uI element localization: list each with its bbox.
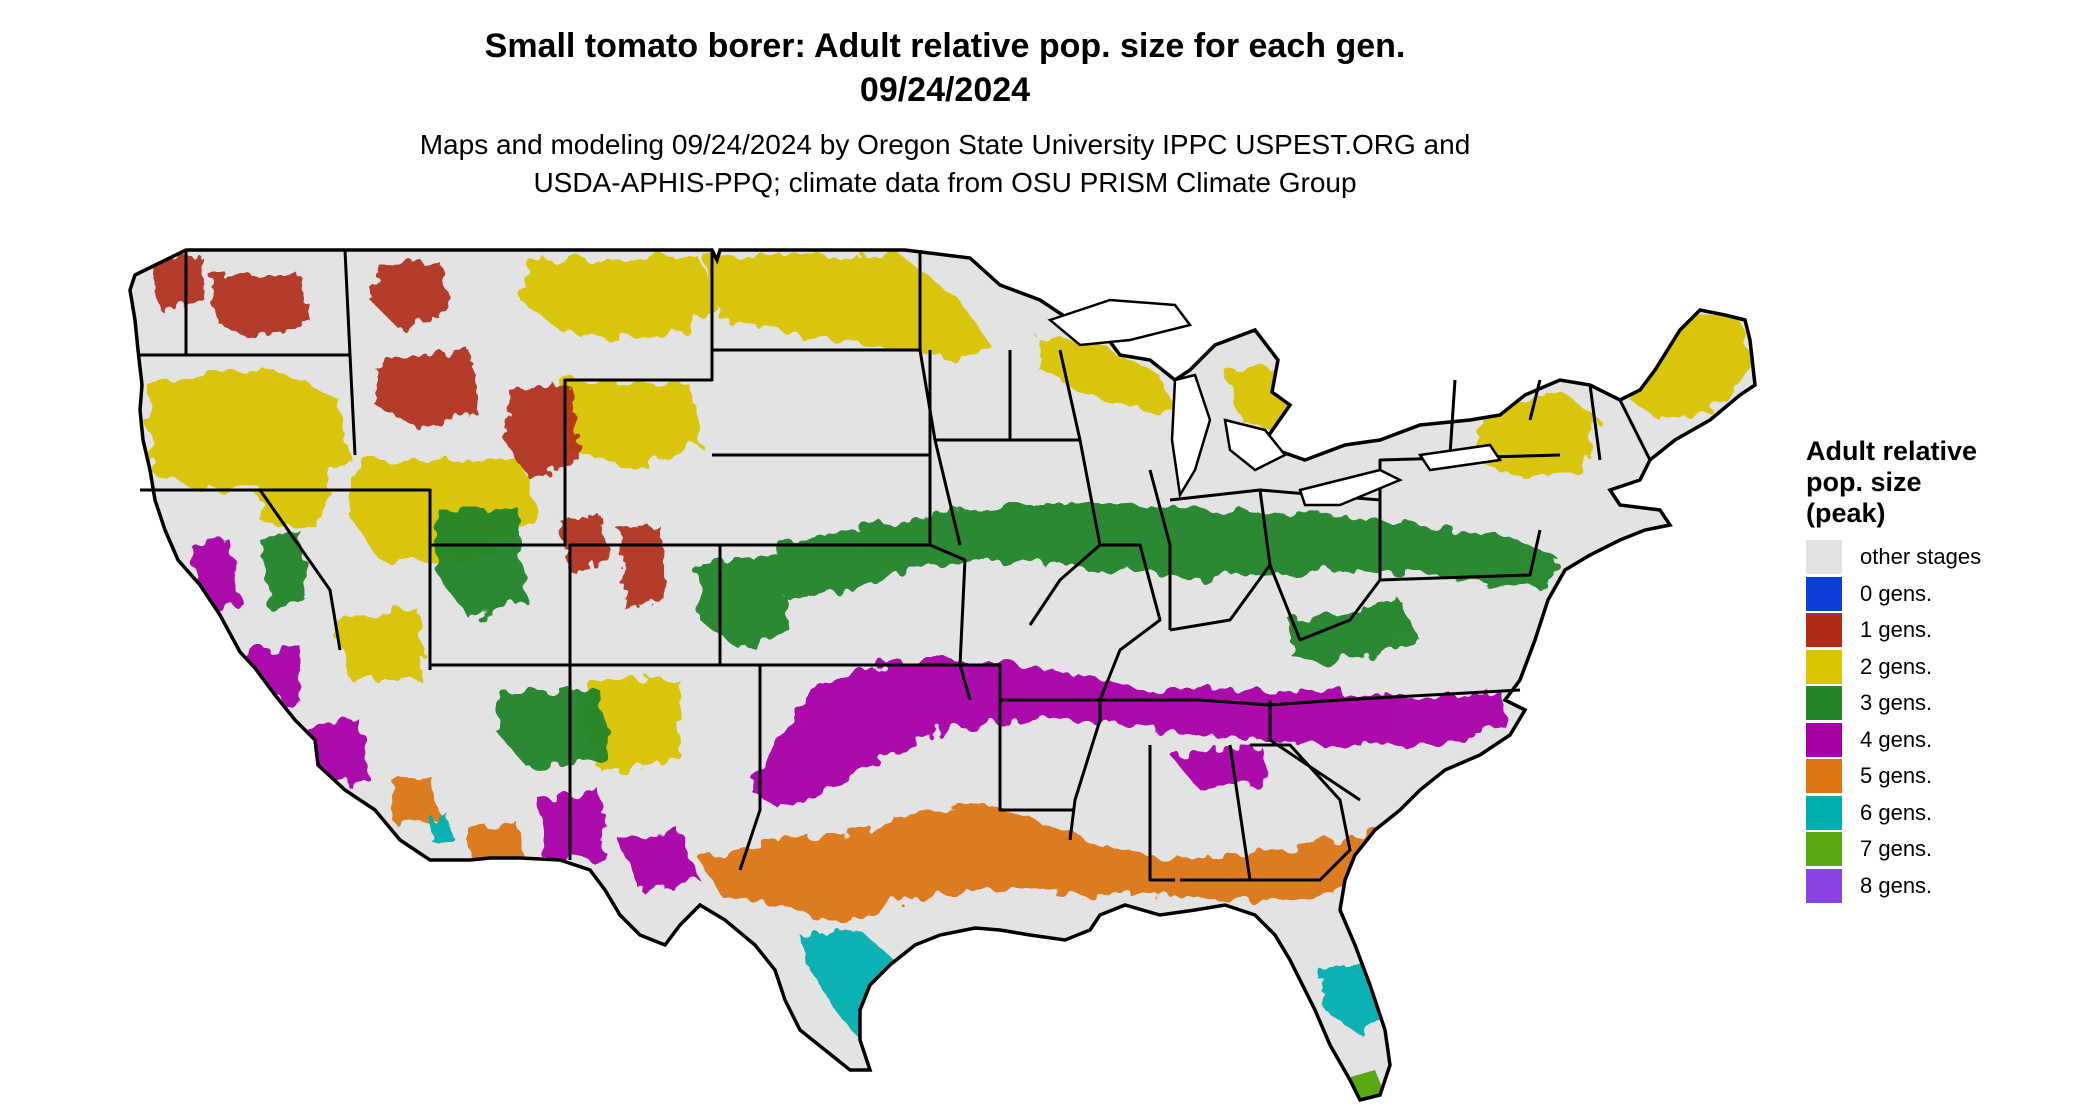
legend-item: 7 gens. bbox=[1806, 831, 2066, 868]
legend-label: 4 gens. bbox=[1860, 726, 1933, 752]
lake-huron bbox=[1223, 418, 1287, 472]
legend-label: 7 gens. bbox=[1860, 836, 1933, 862]
map-title: Small tomato borer: Adult relative pop. … bbox=[484, 27, 1406, 65]
legend-item: 3 gens. bbox=[1806, 685, 2066, 722]
legend-swatch bbox=[1806, 686, 1842, 721]
legend-label: 3 gens. bbox=[1860, 690, 1933, 716]
map-subtitle-line-2: USDA-APHIS-PPQ; climate data from OSU PR… bbox=[533, 167, 1357, 198]
legend: Adult relative pop. size (peak) other st… bbox=[1806, 436, 2066, 904]
legend-swatch bbox=[1806, 832, 1842, 867]
legend-swatch bbox=[1806, 613, 1842, 648]
legend-item: 5 gens. bbox=[1806, 758, 2066, 795]
legend-item: 8 gens. bbox=[1806, 868, 2066, 905]
legend-swatch bbox=[1806, 795, 1842, 830]
legend-label: other stages bbox=[1860, 544, 1982, 570]
legend-label: 1 gens. bbox=[1860, 617, 1933, 643]
zone-5-gens bbox=[390, 775, 1400, 920]
lake-erie bbox=[1298, 468, 1404, 507]
map-subtitle-line-1: Maps and modeling 09/24/2024 by Oregon S… bbox=[419, 129, 1471, 160]
us-map bbox=[128, 248, 1757, 1102]
zone-3-gens bbox=[260, 505, 1560, 770]
legend-title-line: (peak) bbox=[1806, 498, 1886, 528]
zone-1-gens bbox=[150, 255, 665, 610]
legend-item: 6 gens. bbox=[1806, 795, 2066, 832]
legend-label: 8 gens. bbox=[1860, 872, 1933, 898]
legend-title-line: Adult relative bbox=[1806, 436, 1978, 466]
legend-swatch bbox=[1806, 759, 1842, 794]
legend-item: 0 gens. bbox=[1806, 576, 2066, 613]
legend-items: other stages 0 gens. 1 gens. 2 gens. 3 gens.… bbox=[1806, 539, 2066, 904]
legend-swatch bbox=[1806, 576, 1842, 611]
map-date: 09/24/2024 bbox=[859, 71, 1031, 109]
legend-item: 4 gens. bbox=[1806, 722, 2066, 759]
legend-swatch bbox=[1806, 722, 1842, 757]
lake-superior bbox=[1047, 298, 1193, 347]
generation-zones bbox=[150, 255, 1752, 1100]
legend-label: 5 gens. bbox=[1860, 763, 1933, 789]
legend-title: Adult relative pop. size (peak) bbox=[1806, 436, 2066, 529]
legend-title-line: pop. size bbox=[1806, 467, 1922, 497]
legend-item: other stages bbox=[1806, 539, 2066, 576]
legend-label: 6 gens. bbox=[1860, 799, 1933, 825]
legend-swatch bbox=[1806, 540, 1842, 575]
legend-item: 1 gens. bbox=[1806, 612, 2066, 649]
legend-swatch bbox=[1806, 868, 1842, 903]
legend-item: 2 gens. bbox=[1806, 649, 2066, 686]
lake-ontario bbox=[1417, 443, 1503, 472]
lake-michigan bbox=[1170, 373, 1212, 499]
legend-swatch bbox=[1806, 649, 1842, 684]
state-boundaries bbox=[140, 249, 1652, 882]
legend-label: 2 gens. bbox=[1860, 653, 1933, 679]
legend-label: 0 gens. bbox=[1860, 580, 1933, 606]
great-lakes bbox=[1047, 298, 1503, 507]
